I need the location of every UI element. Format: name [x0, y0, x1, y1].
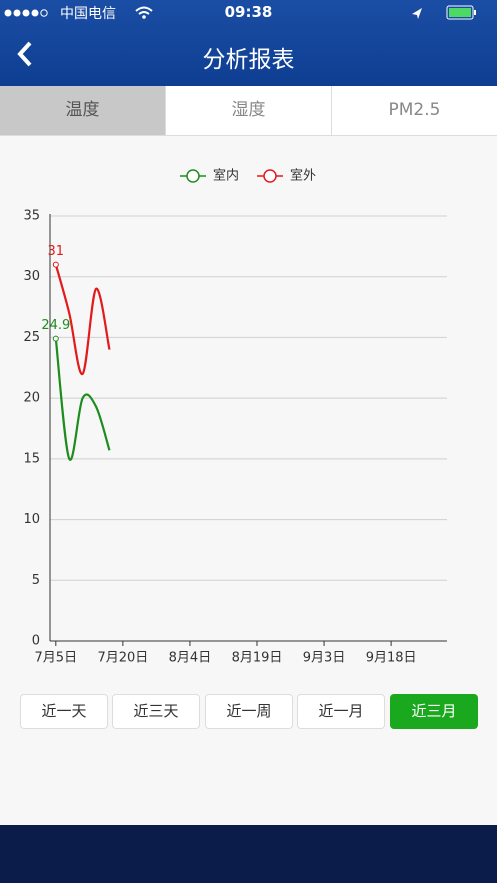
- point: [52, 261, 59, 268]
- x-tick-label: 9月18日: [366, 651, 417, 666]
- range-button[interactable]: 近一月: [297, 694, 385, 729]
- y-tick-label: 0: [32, 634, 40, 649]
- data-label: 24.9: [41, 318, 70, 333]
- x-tick-label: 7月5日: [35, 651, 78, 666]
- range-button[interactable]: 近三天: [112, 694, 200, 729]
- status-icons: [4, 5, 476, 67]
- y-tick-label: 20: [23, 391, 40, 406]
- tab[interactable]: 温度: [0, 86, 165, 135]
- point: [52, 335, 59, 342]
- range-button[interactable]: 近一周: [205, 694, 293, 729]
- legend-label: 室内: [213, 168, 239, 184]
- y-tick-label: 15: [23, 451, 40, 466]
- legend-marker: [263, 169, 277, 183]
- tab[interactable]: PM2.5: [331, 86, 497, 135]
- range-button[interactable]: 近三月: [390, 694, 478, 729]
- x-tick-label: 8月4日: [169, 651, 212, 666]
- y-tick-label: 10: [23, 512, 40, 527]
- x-tick-label: 7月20日: [97, 651, 148, 666]
- legend-marker: [186, 169, 200, 183]
- tab[interactable]: 湿度: [165, 86, 331, 135]
- legend-label: 室外: [290, 168, 316, 184]
- carrier: 中国电信: [60, 6, 116, 22]
- chart: 0 5 10 15 20 25 30 35 7月5日 7月20日 8月4日 8月19日 9月3日 9月18…: [23, 168, 447, 666]
- y-tick-label: 30: [23, 269, 40, 284]
- y-tick-label: 25: [23, 330, 40, 345]
- y-tick-label: 35: [23, 209, 40, 224]
- data-label: 31: [48, 244, 65, 259]
- series-line: [54, 338, 111, 461]
- x-tick-label: 9月3日: [303, 651, 346, 666]
- x-tick-label: 8月19日: [232, 651, 283, 666]
- nav-title: 分析报表: [202, 47, 295, 73]
- tabs: 温度 湿度 PM2.5: [0, 86, 497, 136]
- range-button[interactable]: 近一天: [20, 694, 108, 729]
- time: 09:38: [224, 3, 273, 21]
- header: 中国电信 09:38 分析报表: [0, 0, 497, 86]
- series-line: [54, 264, 111, 375]
- footer: [0, 825, 497, 883]
- y-tick-label: 5: [32, 573, 40, 588]
- back-button[interactable]: [17, 41, 32, 67]
